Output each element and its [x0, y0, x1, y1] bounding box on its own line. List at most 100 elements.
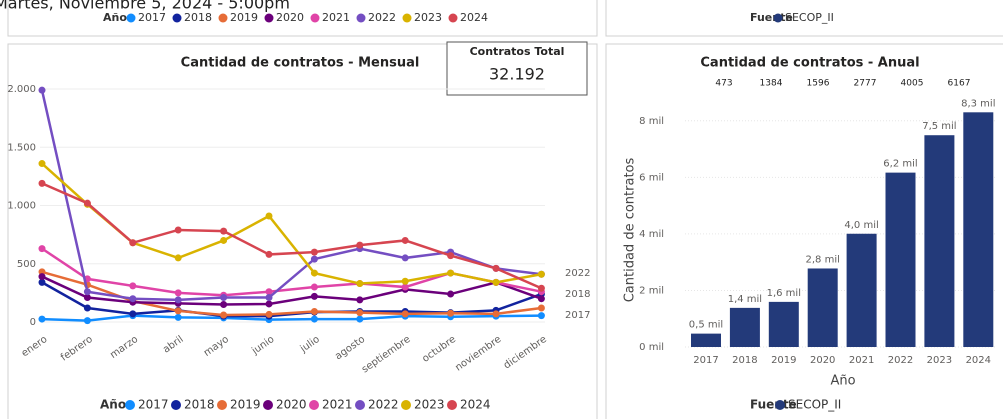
point — [38, 278, 46, 286]
legend-swatch — [218, 13, 228, 23]
y-tick-label: 4 mil — [639, 229, 664, 240]
y-tick-label: 0 mil — [639, 342, 664, 353]
y-tick-label: 8 mil — [639, 116, 664, 127]
y-tick-label: 1.000 — [7, 201, 36, 212]
legend-swatch — [310, 13, 320, 23]
annotation: 2777 — [854, 79, 877, 89]
point — [537, 270, 545, 278]
legend-label: 2018 — [184, 398, 215, 412]
point — [174, 296, 182, 304]
legend-label: 2020 — [276, 11, 304, 24]
point — [265, 212, 273, 220]
point — [265, 288, 273, 296]
y-axis-title: Cantidad de contratos — [623, 158, 638, 303]
point — [38, 273, 46, 281]
point — [174, 289, 182, 297]
point — [447, 290, 455, 298]
point — [537, 312, 545, 320]
point — [83, 317, 91, 325]
bar — [963, 112, 994, 347]
point — [401, 254, 409, 262]
legend-swatch — [126, 13, 136, 23]
legend-swatch — [773, 13, 783, 23]
legend-label: 2021 — [322, 11, 350, 24]
x-tick-label: 2023 — [927, 355, 952, 366]
annotation: 4005 — [901, 79, 924, 89]
point — [447, 252, 455, 260]
legend-swatch — [217, 400, 227, 410]
x-tick-label: 2019 — [771, 355, 796, 366]
legend-label: SECOP_II — [785, 11, 834, 24]
line-title: Cantidad de contratos - Mensual — [181, 56, 420, 71]
end-label: 2018 — [565, 289, 590, 300]
x-tick-label: 2020 — [810, 355, 835, 366]
value-label: 0,5 mil — [689, 320, 723, 331]
date: Martes, Noviembre 5, 2024 - 5:00pm — [0, 0, 290, 13]
series-line — [41, 275, 542, 306]
point — [129, 310, 137, 318]
point — [356, 315, 364, 323]
annotation: 1596 — [807, 79, 830, 89]
point — [356, 280, 364, 288]
bar — [924, 135, 955, 347]
y-tick-label: 6 mil — [639, 172, 664, 183]
bar — [729, 307, 760, 347]
legend-title: Fuente — [750, 11, 793, 24]
left-panel — [7, 43, 598, 419]
kpi-card — [446, 41, 588, 96]
top-right-panel — [605, 0, 1003, 37]
legend-label: 2023 — [414, 11, 442, 24]
point — [447, 309, 455, 317]
bar — [846, 233, 877, 347]
point — [492, 310, 500, 318]
point — [220, 227, 228, 235]
value-label: 1,4 mil — [728, 294, 762, 305]
bar-title: Cantidad de contratos - Anual — [700, 56, 919, 71]
kpi-title: Contratos Total — [470, 45, 565, 58]
point — [38, 160, 46, 168]
legend-swatch — [125, 400, 135, 410]
point — [537, 295, 545, 303]
point — [492, 278, 500, 286]
legend-label: 2022 — [368, 11, 396, 24]
x-tick-label: 2021 — [849, 355, 874, 366]
legend-label: SECOP_II — [788, 398, 841, 412]
point — [83, 288, 91, 296]
point — [401, 236, 409, 244]
point — [38, 315, 46, 323]
point — [174, 254, 182, 262]
bar — [691, 333, 721, 347]
legend-swatch — [355, 400, 365, 410]
value-label: 2,8 mil — [806, 254, 840, 265]
point — [310, 308, 318, 316]
y-tick-label: 0 — [30, 317, 36, 328]
point — [310, 292, 318, 300]
legend-label: 2017 — [138, 11, 166, 24]
annotation: 1384 — [760, 79, 783, 89]
legend-label: 2019 — [230, 11, 258, 24]
legend-label: 2017 — [138, 398, 169, 412]
bar — [768, 301, 799, 347]
legend-label: 2020 — [276, 398, 307, 412]
point — [356, 309, 364, 317]
point — [401, 283, 409, 291]
y-tick-label: 2 mil — [639, 285, 664, 296]
legend-title: Año — [103, 11, 127, 24]
legend-label: 2024 — [460, 398, 491, 412]
point — [265, 294, 273, 302]
kpi-value: 32.192 — [489, 65, 545, 84]
top-left-panel — [7, 0, 598, 37]
legend-swatch — [264, 13, 274, 23]
value-label: 7,5 mil — [922, 121, 956, 132]
legend-swatch — [356, 13, 366, 23]
legend-swatch — [171, 400, 181, 410]
point — [174, 226, 182, 234]
point — [83, 304, 91, 312]
point — [310, 255, 318, 263]
point — [265, 250, 273, 258]
point — [310, 248, 318, 256]
point — [401, 277, 409, 285]
point — [265, 300, 273, 308]
point — [401, 310, 409, 318]
legend-title: Año — [100, 398, 126, 412]
